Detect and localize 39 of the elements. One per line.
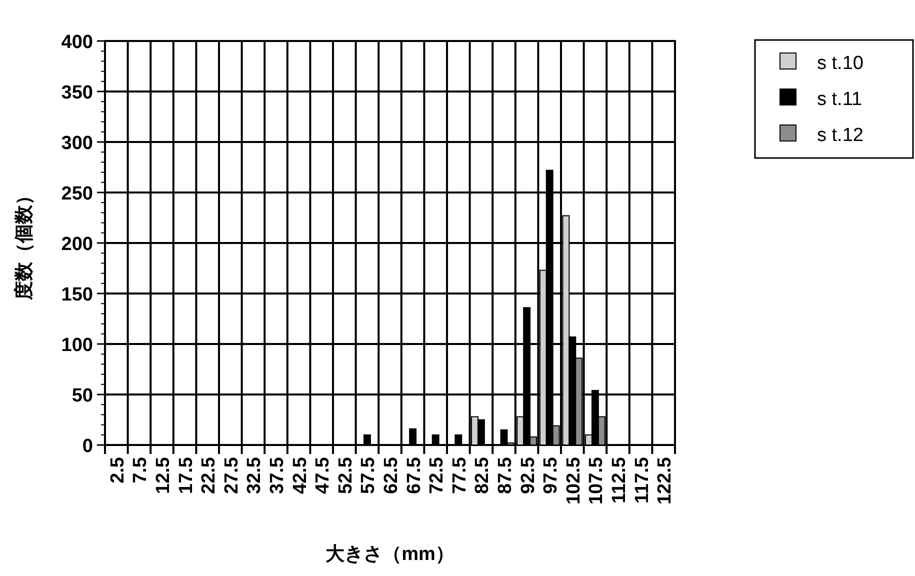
- y-tick-label: 0: [82, 436, 93, 457]
- legend-label: s t.11: [817, 89, 862, 110]
- x-tick-label: 117.5: [632, 456, 653, 504]
- x-tick-label: 12.5: [153, 456, 174, 494]
- x-tick-label: 77.5: [449, 456, 470, 494]
- x-tick-label: 122.5: [654, 456, 676, 505]
- x-axis-title: 大きさ（mm）: [326, 543, 454, 565]
- y-tick-label: 150: [61, 284, 93, 306]
- x-tick-label: 47.5: [312, 456, 334, 494]
- x-tick-label: 42.5: [290, 456, 311, 494]
- x-tick-label: 67.5: [404, 456, 425, 494]
- x-tick-label: 97.5: [540, 456, 562, 494]
- x-tick-label: 2.5: [107, 456, 128, 484]
- y-tick-label: 300: [61, 133, 93, 154]
- legend-label: s t.12: [817, 125, 864, 146]
- x-tick-label: 57.5: [358, 456, 380, 494]
- x-tick-label: 62.5: [381, 456, 402, 494]
- y-tick-label: 100: [61, 335, 93, 356]
- y-tick-label: 50: [72, 386, 93, 406]
- x-tick-label: 17.5: [176, 456, 197, 494]
- y-tick-label: 200: [61, 234, 93, 255]
- x-tick-label: 27.5: [221, 456, 242, 494]
- x-tick-label: 87.5: [495, 456, 516, 494]
- x-tick-label: 92.5: [518, 456, 539, 494]
- legend-label: s t.10: [817, 53, 864, 74]
- x-tick-label: 107.5: [586, 456, 608, 505]
- x-tick-label: 112.5: [609, 456, 630, 504]
- y-tick-label: 250: [61, 184, 93, 204]
- x-tick-label: 52.5: [335, 456, 356, 494]
- x-tick-label: 82.5: [472, 456, 494, 494]
- x-tick-label: 32.5: [244, 456, 266, 494]
- x-tick-label: 37.5: [267, 456, 288, 494]
- x-tick-label: 102.5: [563, 456, 584, 505]
- y-axis-title: 度数（個数）: [13, 186, 35, 301]
- x-tick-label: 72.5: [426, 456, 448, 494]
- x-tick-label: 7.5: [130, 456, 152, 484]
- y-tick-label: 400: [61, 32, 93, 53]
- x-tick-label: 22.5: [198, 456, 220, 494]
- y-tick-label: 350: [61, 82, 93, 104]
